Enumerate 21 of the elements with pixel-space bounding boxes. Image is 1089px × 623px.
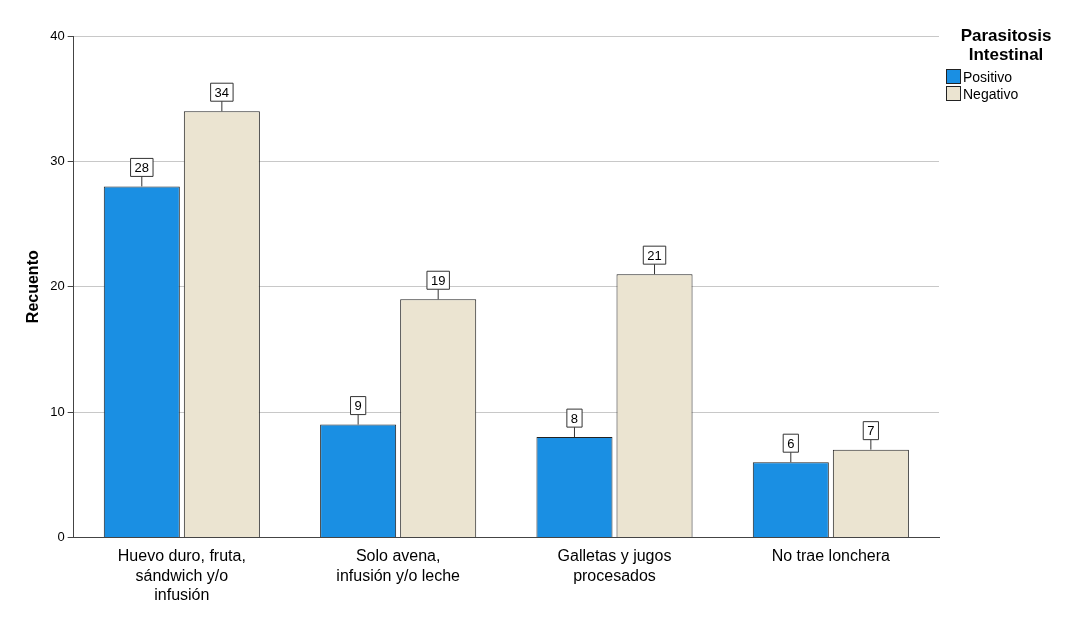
- y-axis-title: Recuento: [24, 250, 42, 324]
- y-tick-label: 0: [57, 528, 65, 544]
- x-tick-label: Huevo duro, fruta, sándwich y/o infusión: [117, 547, 246, 603]
- y-tick-label: 20: [50, 278, 65, 294]
- data-label: 28: [134, 160, 150, 175]
- data-label: 19: [430, 272, 446, 288]
- data-label: 21: [647, 247, 662, 263]
- data-label: 7: [867, 423, 875, 439]
- y-tick-label: 30: [50, 152, 65, 168]
- x-tick-label: Galletas y jugos procesados: [557, 547, 672, 584]
- legend-label: Positivo: [963, 68, 1013, 85]
- y-tick-label: 40: [50, 27, 65, 43]
- data-label: 34: [214, 84, 230, 100]
- data-label: 8: [570, 410, 579, 426]
- x-tick-label: Solo avena, infusión y/o leche: [336, 547, 461, 584]
- data-label: 9: [354, 398, 362, 414]
- legend-title: Parasitosis Intestinal: [959, 26, 1053, 64]
- x-tick-label: No trae lonchera: [771, 547, 891, 565]
- legend-label: Negativo: [963, 85, 1019, 102]
- data-label: 6: [787, 435, 795, 451]
- y-tick-label: 10: [50, 403, 65, 419]
